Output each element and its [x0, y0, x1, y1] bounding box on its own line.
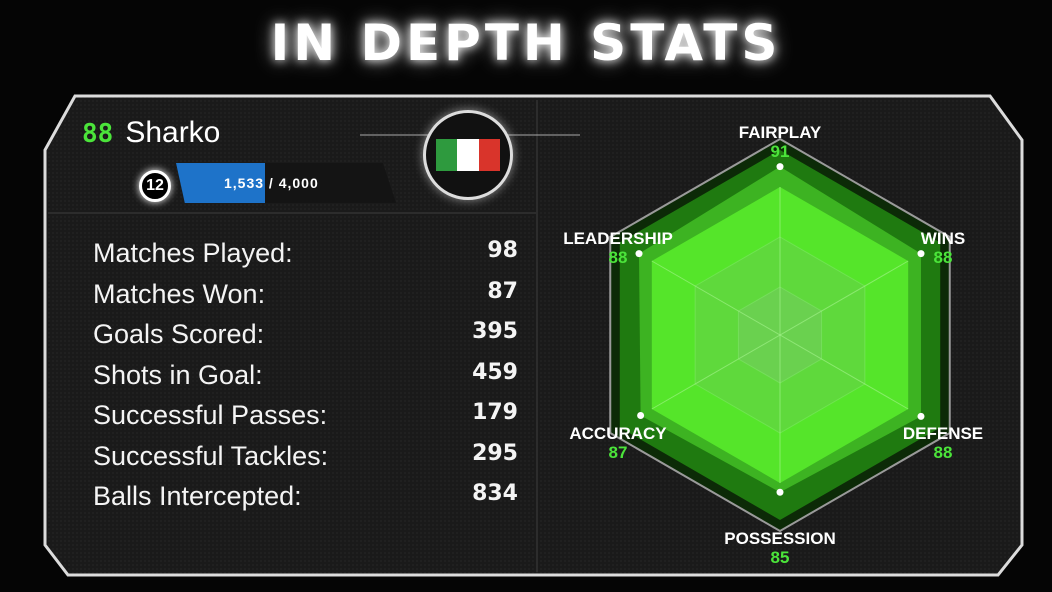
radar-label-wins: WINS 88: [921, 229, 965, 267]
player-name: Sharko: [125, 116, 221, 149]
stat-value: 87: [487, 278, 518, 304]
radar-axis-value: 91: [770, 142, 790, 161]
radar-label-fairplay: FAIRPLAY 91: [739, 123, 822, 161]
stat-label: Balls Intercepted:: [93, 481, 302, 511]
radar-axis-name: LEADERSHIP: [563, 229, 673, 248]
stat-label: Shots in Goal:: [93, 359, 263, 390]
radar-point-fairplay: [776, 163, 784, 171]
stat-label: Successful Tackles:: [93, 440, 329, 471]
stat-row: Matches Played: 98: [93, 238, 518, 269]
radar-axis-name: DEFENSE: [902, 424, 984, 443]
stat-row: Balls Intercepted: 834: [93, 481, 518, 512]
radar-label-leadership: LEADERSHIP 88: [563, 229, 673, 267]
page-title: IN DEPTH STATS: [270, 14, 782, 72]
italy-flag-icon: [436, 139, 500, 171]
stat-label: Matches Won:: [93, 278, 266, 309]
radar-point-wins: [917, 250, 925, 258]
radar-label-possession: POSSESSION 85: [724, 529, 835, 567]
level-badge: 12: [139, 170, 171, 202]
stat-value: 834: [472, 481, 518, 506]
stat-label: Matches Played:: [93, 238, 293, 268]
stat-value: 395: [472, 319, 518, 344]
radar-point-defense: [917, 412, 925, 420]
radar-point-possession: [776, 488, 784, 496]
nation-flag-badge: [423, 110, 513, 200]
xp-progress-fill: [176, 163, 266, 203]
player-rating: 88: [82, 119, 114, 149]
radar-point-accuracy: [637, 411, 645, 419]
xp-text: 1,533 / 4,000: [224, 175, 319, 191]
xp-progress-bar: 1,533 / 4,000: [176, 163, 396, 203]
radar-axis-value: 88: [608, 248, 628, 267]
radar-axis-name: FAIRPLAY: [738, 123, 822, 142]
radar-axis-value: 85: [770, 548, 790, 567]
radar-axis-value: 88: [933, 248, 953, 267]
player-header: 88 Sharko: [82, 116, 220, 150]
radar-chart: [609, 137, 951, 533]
radar-label-accuracy: ACCURACY 87: [569, 424, 666, 462]
stat-value: 179: [472, 400, 518, 425]
radar-axis-value: 87: [608, 443, 628, 462]
radar-axis-name: ACCURACY: [569, 424, 667, 443]
radar-label-defense: DEFENSE 88: [903, 424, 983, 462]
radar-axis-value: 88: [933, 443, 953, 462]
stat-value: 295: [472, 440, 518, 466]
radar-axis-name: POSSESSION: [724, 529, 836, 548]
stat-row: Matches Won: 87: [93, 279, 518, 310]
stat-row: Shots in Goal: 459: [93, 360, 518, 391]
stat-label: Goals Scored:: [93, 319, 265, 349]
radar-point-leadership: [635, 250, 643, 258]
stat-value: 459: [472, 359, 518, 385]
radar-axis-line: [651, 260, 909, 410]
stat-row: Successful Tackles: 295: [93, 441, 518, 472]
radar-axis-name: WINS: [920, 229, 966, 248]
stat-value: 98: [487, 238, 518, 263]
stat-label: Successful Passes:: [93, 400, 328, 430]
stat-row: Goals Scored: 395: [93, 319, 518, 350]
stat-row: Successful Passes: 179: [93, 400, 518, 431]
